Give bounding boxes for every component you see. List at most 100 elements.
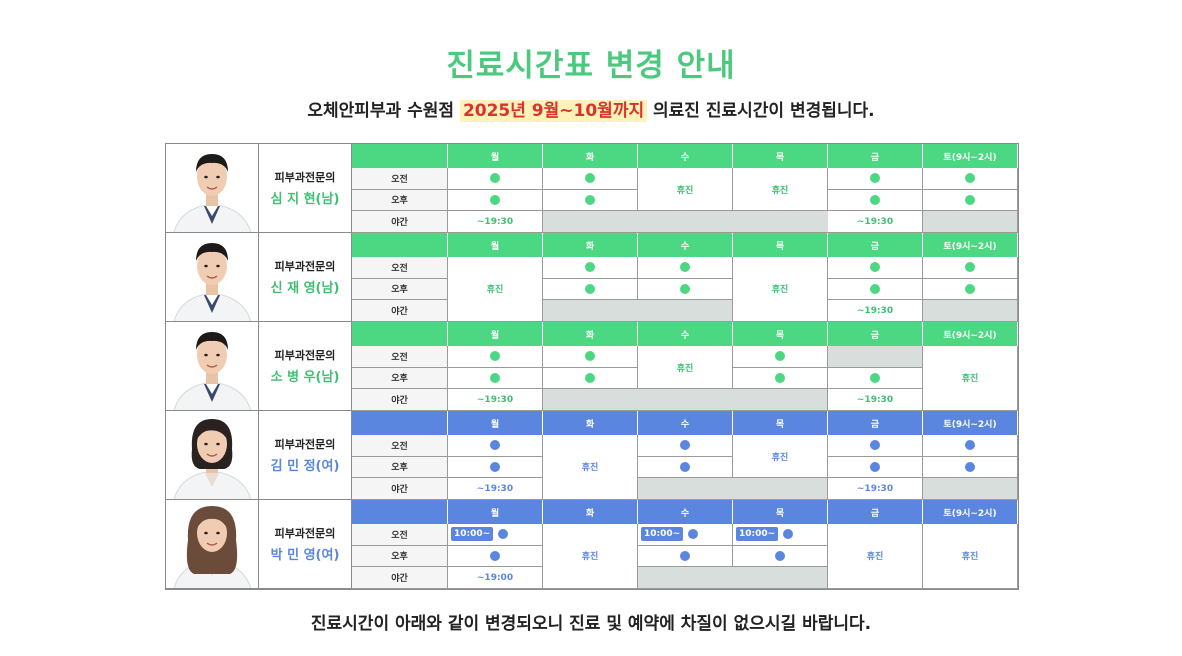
header-corner (352, 322, 448, 346)
day-off-label: 휴진 (866, 552, 884, 563)
schedule-cell (828, 435, 923, 457)
schedule-cell (828, 168, 923, 190)
slot-label: 오후 (352, 189, 448, 212)
available-dot-icon (870, 440, 880, 451)
schedule-cell (448, 545, 543, 568)
schedule-cell (923, 257, 1018, 279)
available-dot-icon (490, 351, 500, 362)
doctor-portrait-icon (166, 144, 258, 232)
available-dot-icon (870, 262, 880, 273)
evening-hours-label: ~19:00 (476, 572, 514, 583)
schedule-cell (638, 435, 733, 457)
available-dot-icon (680, 283, 690, 294)
schedule-cell: 10:00~ (733, 524, 828, 546)
schedule-cell (828, 367, 923, 390)
slot-label: 오전 (352, 257, 448, 279)
available-dot-icon (490, 372, 500, 383)
doctor-role: 피부과전문의 (274, 349, 336, 362)
day-header: 토(9시~2시) (923, 322, 1018, 346)
available-dot-icon (585, 262, 595, 273)
doctor-photo (166, 144, 259, 233)
slot-label: 야간 (352, 300, 448, 322)
day-off-label: 휴진 (961, 374, 979, 385)
schedule-cell (638, 278, 733, 301)
schedule-cell: 휴진 (923, 346, 1018, 411)
available-dot-icon (585, 194, 595, 205)
schedule-cell: ~19:30 (448, 478, 543, 500)
closed-slot-cell (828, 346, 923, 368)
available-dot-icon (490, 173, 500, 184)
day-header: 금 (828, 144, 923, 168)
schedule-cell (923, 189, 1018, 212)
available-dot-icon (585, 173, 595, 184)
doctor-photo (166, 411, 259, 500)
available-dot-icon (680, 461, 690, 472)
page-title: 진료시간표 변경 안내 (446, 48, 736, 84)
header-corner (352, 411, 448, 435)
day-header: 토(9시~2시) (923, 411, 1018, 435)
available-dot-icon (775, 550, 785, 561)
available-dot-icon (688, 529, 699, 540)
schedule-cell (448, 435, 543, 457)
doctor-namebox: 피부과전문의 신 재 영(남) (259, 233, 352, 322)
schedule-cell (448, 456, 543, 479)
schedule-grid: 월 화 수 목 금 토(9시~2시) 오전 오후 야간 휴진 휴진 ~19:30 ~19:30 (352, 144, 1018, 233)
schedule-cell: 휴진 (828, 524, 923, 589)
day-header: 월 (448, 500, 543, 524)
schedule-cell: 10:00~ (448, 524, 543, 546)
day-off-label: 휴진 (581, 552, 599, 563)
schedule-cell: ~19:30 (448, 211, 543, 233)
schedule-cell: 휴진 (543, 435, 638, 500)
schedule-cell (828, 189, 923, 212)
available-dot-icon (498, 529, 509, 540)
available-dot-icon (490, 550, 500, 561)
slot-label: 야간 (352, 478, 448, 500)
available-dot-icon (585, 372, 595, 383)
schedule-cell: 10:00~ (638, 524, 733, 546)
day-header: 수 (638, 233, 733, 257)
day-header: 수 (638, 144, 733, 168)
available-dot-icon (490, 461, 500, 472)
available-dot-icon (965, 173, 975, 184)
evening-hours-label: ~19:30 (856, 483, 894, 494)
slot-label: 오전 (352, 168, 448, 190)
day-header: 화 (543, 322, 638, 346)
evening-hours-label: ~19:30 (856, 216, 894, 227)
footer-notice: 진료시간이 아래와 같이 변경되오니 진료 및 예약에 차질이 없으시길 바랍니… (310, 614, 872, 634)
schedule-cell (828, 278, 923, 301)
day-header: 금 (828, 411, 923, 435)
schedule-cell (923, 435, 1018, 457)
day-off-label: 휴진 (771, 185, 789, 196)
doctor-role: 피부과전문의 (274, 438, 336, 451)
closed-slot-cell (923, 478, 1018, 500)
schedule-cell: ~19:30 (828, 478, 923, 500)
start-time-badge: 10:00~ (736, 527, 779, 542)
available-dot-icon (775, 372, 785, 383)
available-dot-icon (680, 262, 690, 273)
day-off-label: 휴진 (961, 552, 979, 563)
day-header: 화 (543, 233, 638, 257)
schedule-cell (828, 257, 923, 279)
schedule-cell: 휴진 (733, 435, 828, 479)
schedule-cell (448, 367, 543, 390)
schedule-board: 피부과전문의 심 지 현(남) 월 화 수 목 금 토(9시~2시) 오전 오후 야간 휴진 휴진 ~19… (165, 143, 1019, 590)
evening-hours-label: ~19:30 (476, 216, 514, 227)
header-corner (352, 233, 448, 257)
day-off-label: 휴진 (771, 285, 789, 296)
available-dot-icon (965, 262, 975, 273)
schedule-cell (733, 545, 828, 568)
doctor-portrait-icon (166, 233, 258, 321)
day-header: 월 (448, 411, 543, 435)
available-dot-icon (870, 283, 880, 294)
schedule-cell: 휴진 (638, 346, 733, 390)
available-dot-icon (965, 194, 975, 205)
day-header: 금 (828, 500, 923, 524)
schedule-cell (923, 456, 1018, 479)
slot-label: 오후 (352, 545, 448, 568)
available-dot-icon (870, 461, 880, 472)
doctor-block: 피부과전문의 신 재 영(남) 월 화 수 목 금 토(9시~2시) 오전 오후 야간 휴진 휴진 ~19… (166, 233, 1018, 322)
schedule-cell: ~19:30 (828, 211, 923, 233)
day-header: 토(9시~2시) (923, 233, 1018, 257)
doctor-block: 피부과전문의 박 민 영(여) 월 화 수 목 금 토(9시~2시) 오전 오후 야간 10:00~ 휴… (166, 500, 1018, 589)
day-header: 수 (638, 322, 733, 346)
